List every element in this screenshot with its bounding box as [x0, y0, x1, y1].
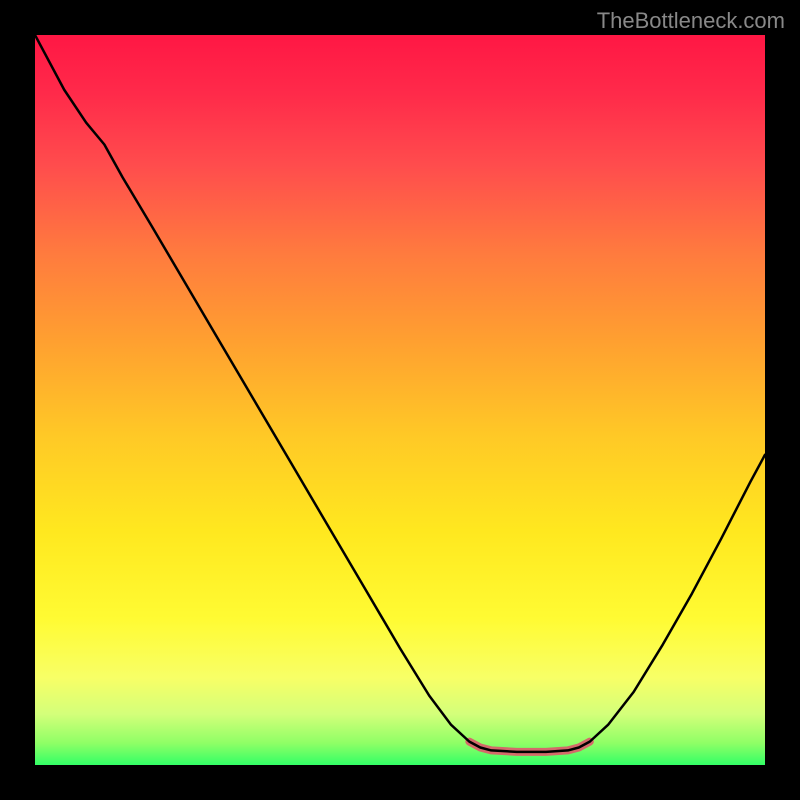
watermark-text: TheBottleneck.com	[597, 8, 785, 34]
chart-area	[35, 35, 765, 765]
chart-svg	[35, 35, 765, 765]
